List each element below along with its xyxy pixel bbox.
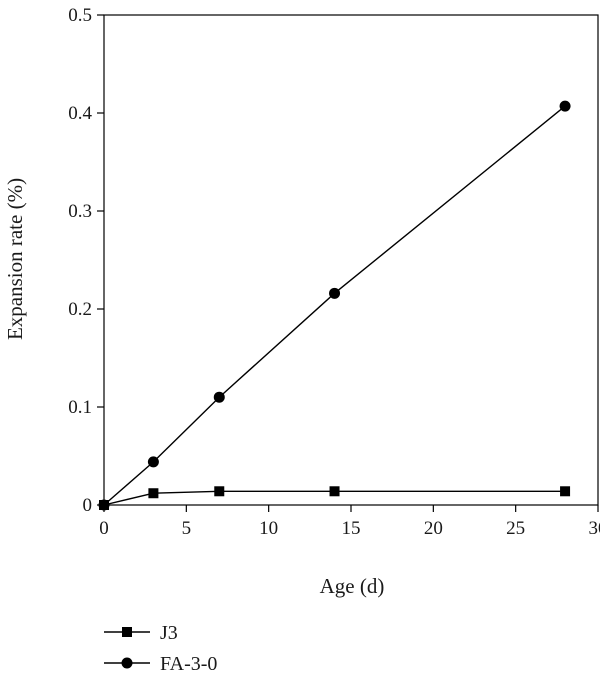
y-tick-label: 0 xyxy=(83,495,93,516)
x-tick-label: 10 xyxy=(259,518,278,539)
x-tick-label: 5 xyxy=(182,518,192,539)
x-tick-label: 20 xyxy=(424,518,443,539)
series-j3 xyxy=(99,486,571,510)
x-axis-title: Age (d) xyxy=(320,574,385,598)
plot-frame xyxy=(103,14,599,506)
data-point xyxy=(559,100,571,112)
y-tick-label: 0.1 xyxy=(68,397,92,418)
data-point xyxy=(148,488,159,499)
legend-label: J3 xyxy=(160,622,178,644)
legend-marker xyxy=(122,627,132,637)
y-tick-label: 0.5 xyxy=(68,5,92,26)
data-point xyxy=(147,456,159,468)
y-tick-label: 0.2 xyxy=(68,299,92,320)
x-tick-label: 15 xyxy=(342,518,361,539)
x-tick-label: 25 xyxy=(506,518,525,539)
y-axis: 0 0.1 0.2 0.3 0.4 0.5 xyxy=(68,5,104,516)
x-axis: 0 5 10 15 20 25 30 xyxy=(99,505,600,539)
y-tick-label: 0.3 xyxy=(68,201,92,222)
y-tick-label: 0.4 xyxy=(68,103,92,124)
series-line xyxy=(103,105,566,506)
x-tick-label: 30 xyxy=(589,518,600,539)
legend: J3 FA-3-0 xyxy=(104,622,217,675)
data-point xyxy=(214,486,225,497)
data-point xyxy=(213,391,225,403)
legend-marker xyxy=(121,657,133,669)
data-point xyxy=(329,486,340,497)
legend-item: J3 xyxy=(104,622,178,644)
data-point xyxy=(329,287,341,299)
data-point xyxy=(560,486,571,497)
legend-label: FA-3-0 xyxy=(160,653,217,675)
y-axis-title: Expansion rate (%) xyxy=(3,178,27,340)
series-fa-3-0 xyxy=(98,100,571,511)
legend-item: FA-3-0 xyxy=(104,653,217,675)
series-layer xyxy=(98,100,571,511)
data-point xyxy=(98,499,110,511)
x-tick-label: 0 xyxy=(99,518,109,539)
